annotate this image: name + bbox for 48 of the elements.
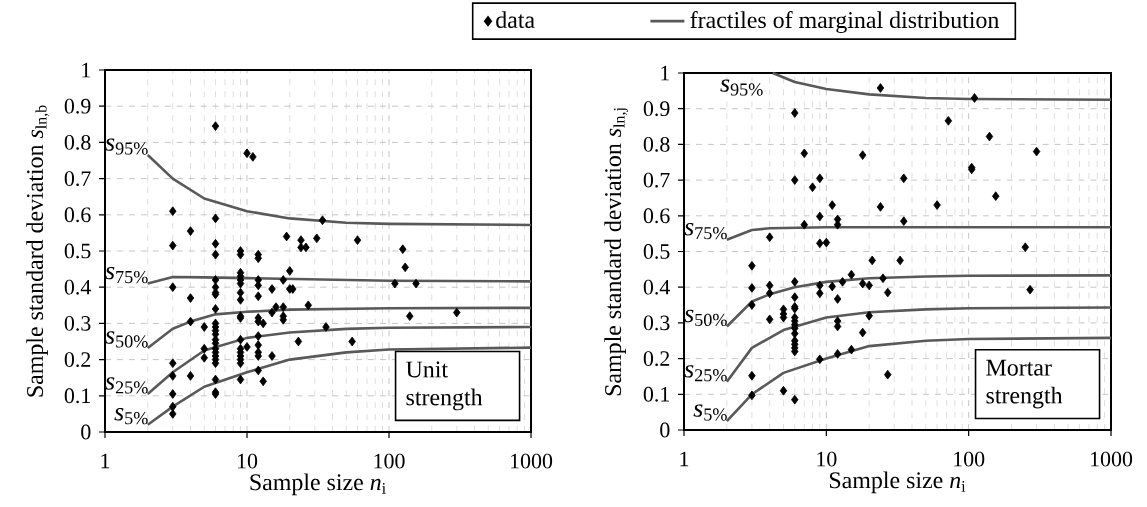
annotation: Unit strength bbox=[406, 361, 483, 411]
x-tick-label: 10 bbox=[237, 453, 258, 469]
y-tick-label: 0.4 bbox=[64, 279, 91, 295]
y-tick-label: 0.7 bbox=[643, 172, 670, 188]
annotation: s$_{25%}$ bbox=[105, 377, 148, 394]
x-tick-label: 10 bbox=[817, 451, 837, 467]
y-tick-label: 0.5 bbox=[643, 244, 670, 259]
x-axis-title: Sample size n$_{i}$ bbox=[829, 471, 966, 494]
y-axis-title: Sample standard deviation s$_{ln,b}$ bbox=[26, 105, 49, 397]
y-tick-label: 0.1 bbox=[643, 386, 669, 402]
y-tick-label: 0 bbox=[81, 424, 91, 440]
y-tick-label: 0.7 bbox=[64, 171, 91, 187]
y-tick-label: 0.6 bbox=[64, 207, 91, 223]
x-tick-label: 100 bbox=[954, 451, 985, 467]
y-tick-label: 0.2 bbox=[64, 352, 91, 368]
y-tick-label: 0.8 bbox=[643, 136, 670, 152]
y-tick-label: 0.3 bbox=[643, 315, 670, 331]
y-tick-label: 0.5 bbox=[64, 243, 91, 259]
y-axis-title: Sample standard deviation s$_{ln,j}$ bbox=[604, 108, 628, 396]
y-tick-label: 0 bbox=[660, 422, 670, 438]
annotation: s$_{50%}$ bbox=[684, 309, 727, 327]
y-tick-label: 0.3 bbox=[64, 315, 91, 331]
y-tick-label: 0.8 bbox=[64, 134, 91, 150]
annotation: s$_{95%}$ bbox=[720, 79, 763, 96]
y-tick-label: 0.9 bbox=[64, 98, 91, 114]
x-tick-label: 100 bbox=[374, 453, 405, 469]
x-tick-label: 1 bbox=[101, 453, 110, 469]
annotation: s$_{25%}$ bbox=[684, 365, 727, 382]
y-tick-label: 0.6 bbox=[643, 208, 670, 224]
y-tick-label: 0.2 bbox=[643, 351, 670, 367]
annotation: s$_{95%}$ bbox=[105, 138, 148, 155]
annotation: s$_{5%}$ bbox=[693, 404, 727, 421]
annotation: s$_{75%}$ bbox=[684, 223, 727, 240]
x-tick-label: 1000 bbox=[1091, 451, 1133, 467]
y-tick-label: 0.1 bbox=[64, 388, 90, 404]
annotation: s$_{75%}$ bbox=[105, 266, 148, 284]
y-tick-label: 1 bbox=[82, 62, 90, 78]
legend-label: data bbox=[496, 11, 535, 28]
y-tick-label: 1 bbox=[661, 65, 669, 81]
x-tick-label: 1 bbox=[680, 451, 689, 467]
legend-label: fractiles of marginal distribution bbox=[690, 11, 1000, 34]
x-axis-title: Sample size n$_{i}$ bbox=[250, 473, 386, 496]
annotation: s$_{5%}$ bbox=[114, 408, 148, 425]
y-tick-label: 0.9 bbox=[643, 101, 670, 117]
annotation: s$_{50%}$ bbox=[105, 331, 148, 348]
x-tick-label: 1000 bbox=[511, 453, 553, 469]
annotation: Mortar strength bbox=[986, 359, 1063, 409]
y-tick-label: 0.4 bbox=[643, 279, 670, 295]
